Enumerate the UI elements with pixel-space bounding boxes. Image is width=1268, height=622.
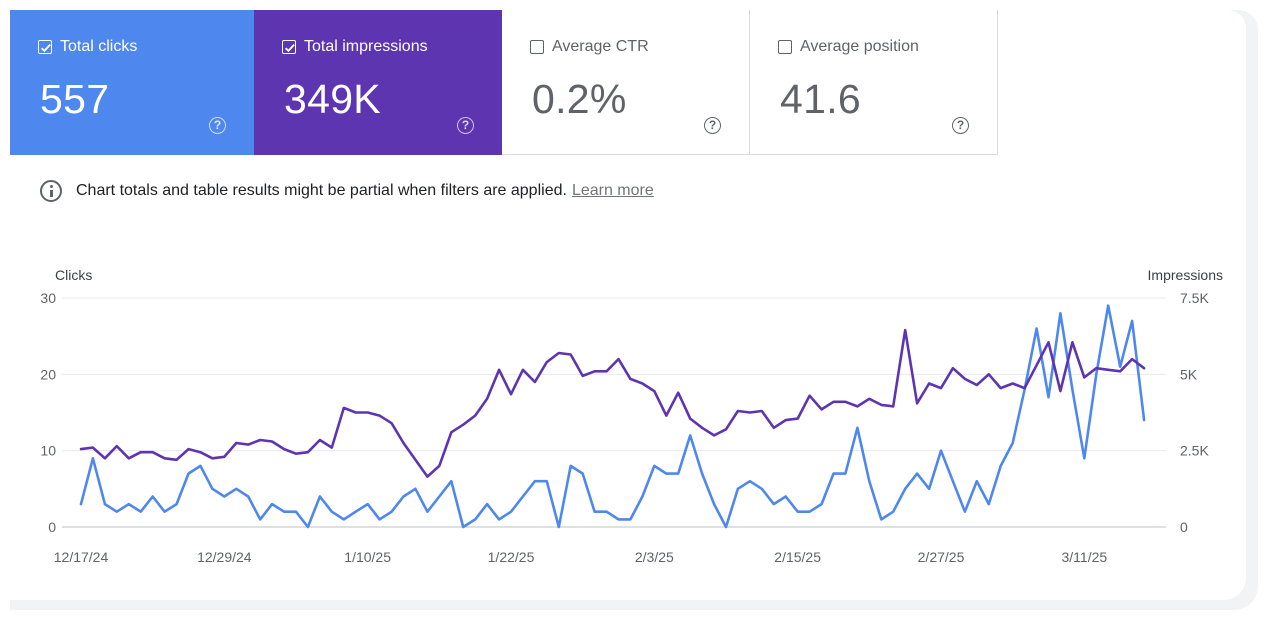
checkbox-checked-icon[interactable] [38,40,52,54]
total-clicks-card[interactable]: Total clicks 557 ? [10,10,254,155]
notice-text: Chart totals and table results might be … [76,182,567,199]
help-icon[interactable]: ? [952,117,969,134]
card-header: Total clicks [38,38,137,56]
card-header: Average position [778,38,919,56]
card-label: Total clicks [60,38,138,55]
help-icon[interactable]: ? [704,117,721,134]
card-label: Total impressions [304,38,428,55]
total-impressions-card[interactable]: Total impressions 349K ? [254,10,502,155]
help-icon[interactable]: ? [457,117,474,134]
help-icon[interactable]: ? [209,117,226,134]
checkbox-checked-icon[interactable] [282,40,296,54]
info-icon [40,180,62,202]
average-ctr-card[interactable]: Average CTR 0.2% ? [502,10,750,155]
partial-results-notice: Chart totals and table results might be … [40,180,654,202]
card-value: 557 [40,76,110,122]
card-header: Total impressions [282,38,428,56]
card-value: 41.6 [780,76,861,122]
checkbox-unchecked-icon[interactable] [778,40,792,54]
metric-cards: Total clicks 557 ? Total impressions 349… [10,10,998,155]
card-label: Average CTR [552,38,649,55]
card-header: Average CTR [530,38,649,56]
card-label: Average position [800,38,919,55]
card-value: 0.2% [532,76,627,122]
learn-more-link[interactable]: Learn more [571,182,654,199]
average-position-card[interactable]: Average position 41.6 ? [750,10,998,155]
card-value: 349K [284,76,381,122]
checkbox-unchecked-icon[interactable] [530,40,544,54]
